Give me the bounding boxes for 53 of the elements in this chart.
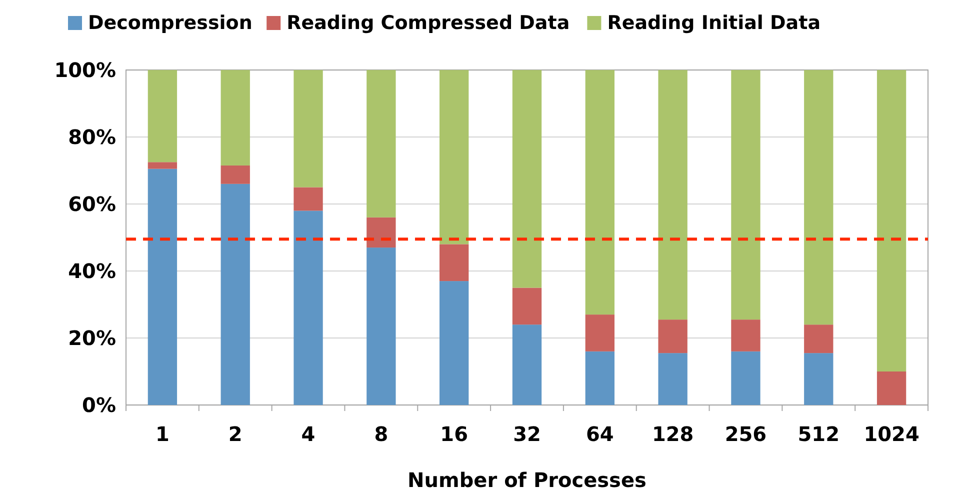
bar — [220, 165, 250, 184]
bar — [585, 351, 614, 405]
y-tick-label: 40% — [68, 259, 116, 283]
bar — [658, 320, 688, 354]
bar — [804, 353, 834, 405]
bar — [148, 168, 178, 405]
y-tick-label: 60% — [68, 192, 116, 216]
legend-label: Reading Compressed Data — [286, 12, 570, 34]
bar — [585, 314, 614, 352]
legend-label: Decompression — [88, 12, 252, 34]
x-tick-label: 1 — [155, 422, 170, 446]
bar — [366, 248, 396, 405]
bar — [148, 70, 178, 162]
bar — [220, 70, 250, 166]
bar — [731, 70, 760, 320]
bar — [148, 162, 178, 169]
bar — [876, 372, 906, 405]
bar — [585, 70, 614, 315]
bar — [876, 70, 906, 372]
bar — [294, 210, 323, 405]
bar — [731, 320, 760, 352]
x-tick-label: 32 — [513, 422, 541, 446]
bar — [731, 351, 760, 405]
x-tick-label: 512 — [798, 422, 840, 446]
y-tick-label: 0% — [82, 393, 116, 417]
x-tick-label: 8 — [374, 422, 388, 446]
legend-label: Reading Initial Data — [607, 12, 821, 34]
x-tick-label: 1024 — [864, 422, 920, 446]
bar — [440, 70, 469, 244]
bar — [658, 70, 688, 320]
bar — [804, 70, 834, 325]
bar — [658, 353, 688, 405]
bar — [512, 288, 542, 325]
bar — [366, 217, 396, 248]
x-tick-label: 16 — [440, 422, 468, 446]
bar — [440, 244, 469, 282]
bar — [440, 281, 469, 405]
x-tick-label: 64 — [586, 422, 614, 446]
bar — [804, 324, 834, 354]
x-tick-label: 2 — [228, 422, 242, 446]
x-tick-label: 128 — [652, 422, 694, 446]
bar — [294, 187, 323, 211]
bar — [512, 70, 542, 288]
bar — [220, 184, 250, 405]
y-tick-label: 100% — [54, 58, 116, 82]
bar — [512, 324, 542, 405]
bar — [294, 70, 323, 188]
y-tick-label: 20% — [68, 326, 116, 350]
y-tick-label: 80% — [68, 125, 116, 149]
x-tick-label: 256 — [724, 422, 767, 446]
bar — [366, 70, 396, 218]
x-axis-title: Number of Processes — [408, 468, 646, 492]
x-tick-label: 4 — [301, 422, 316, 446]
